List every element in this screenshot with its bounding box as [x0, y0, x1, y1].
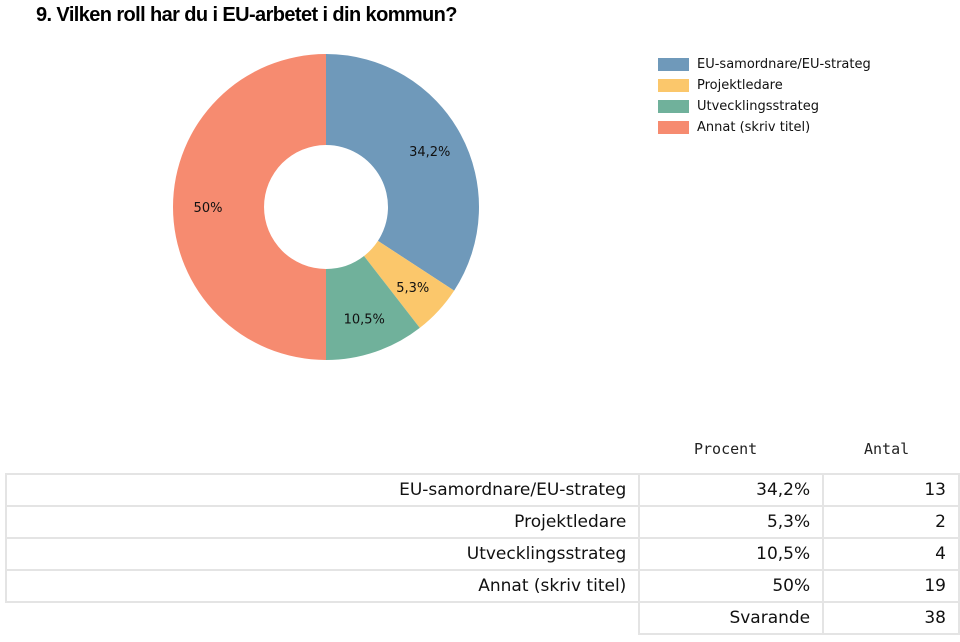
legend-swatch: [658, 121, 689, 134]
row-count: 4: [822, 537, 960, 571]
data-label-utvecklingsstrateg: 10,5%: [344, 313, 385, 328]
column-header-percent: Procent: [694, 440, 758, 458]
legend-label: EU-samordnare/EU-strateg: [697, 57, 871, 72]
table-total-row: Svarande 38: [6, 601, 960, 635]
data-label-projektledare: 5,3%: [396, 281, 429, 296]
chart-legend: EU-samordnare/EU-strateg Projektledare U…: [658, 54, 871, 138]
row-count: 2: [822, 505, 960, 539]
row-count: 19: [822, 569, 960, 603]
donut-chart: 34,2% 5,3% 10,5% 50%: [173, 54, 479, 360]
empty-cell: [6, 602, 639, 634]
column-header-count: Antal: [864, 440, 910, 458]
table-row: Utvecklingsstrateg 10,5% 4: [4, 537, 960, 571]
data-label-eu-samordnare: 34,2%: [409, 145, 450, 160]
row-percent: 5,3%: [638, 505, 825, 539]
row-percent: 34,2%: [638, 473, 825, 507]
total-count: 38: [822, 601, 960, 635]
row-label: EU-samordnare/EU-strateg: [4, 473, 641, 507]
table-row: EU-samordnare/EU-strateg 34,2% 13: [4, 473, 960, 507]
legend-item: Annat (skriv titel): [658, 117, 871, 138]
table-row: Projektledare 5,3% 2: [4, 505, 960, 539]
slice-utvecklingsstrateg: [326, 255, 420, 360]
slice-projektledare: [364, 240, 455, 328]
legend-item: Utvecklingsstrateg: [658, 96, 871, 117]
legend-item: Projektledare: [658, 75, 871, 96]
chart-title: 9. Vilken roll har du i EU-arbetet i din…: [36, 4, 458, 26]
data-label-annat: 50%: [194, 201, 223, 216]
legend-label: Annat (skriv titel): [697, 120, 811, 135]
table-row: Annat (skriv titel) 50% 19: [4, 569, 960, 603]
row-percent: 50%: [638, 569, 825, 603]
row-label: Annat (skriv titel): [4, 569, 641, 603]
row-percent: 10,5%: [638, 537, 825, 571]
row-label: Projektledare: [4, 505, 641, 539]
total-label: Svarande: [638, 601, 825, 635]
legend-swatch: [658, 100, 689, 113]
row-label: Utvecklingsstrateg: [4, 537, 641, 571]
row-count: 13: [822, 473, 960, 507]
legend-label: Utvecklingsstrateg: [697, 99, 819, 114]
legend-item: EU-samordnare/EU-strateg: [658, 54, 871, 75]
slice-annat: [173, 54, 326, 360]
slice-eu-samordnare: [326, 54, 479, 291]
legend-swatch: [658, 58, 689, 71]
legend-label: Projektledare: [697, 78, 783, 93]
legend-swatch: [658, 79, 689, 92]
results-table: EU-samordnare/EU-strateg 34,2% 13 Projek…: [4, 473, 960, 635]
